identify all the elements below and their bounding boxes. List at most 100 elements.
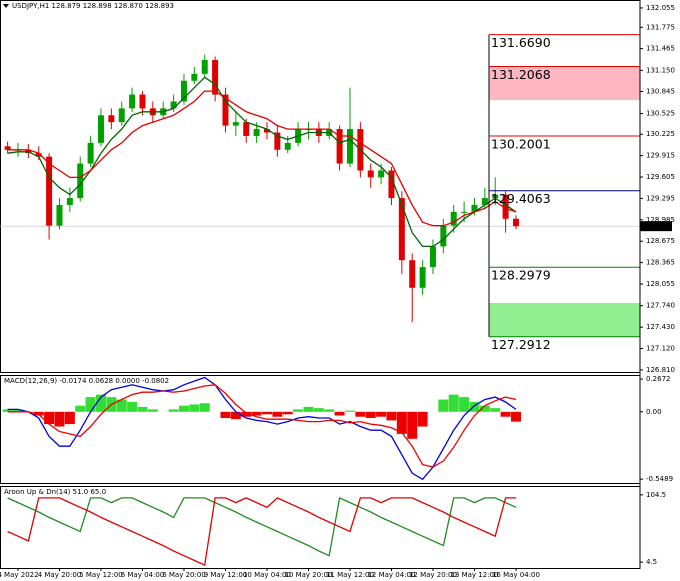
y-tick-label: 130.845: [646, 87, 675, 95]
histogram-bar: [500, 411, 511, 417]
panel-title: MACD(12,26,9) -0.0174 0.0628 0.0000 -0.0…: [4, 377, 169, 385]
indicator-line: [7, 497, 516, 567]
level-label: 131.6690: [491, 35, 551, 50]
candle-body: [409, 260, 416, 288]
candle-body: [77, 163, 84, 199]
histogram-bar: [334, 411, 345, 416]
histogram-bar: [241, 411, 252, 417]
y-tick-label: 130.525: [646, 110, 675, 118]
histogram-bar: [230, 411, 241, 420]
panel-title: Aroon Up & Dn(14) 51.0 65.0: [4, 488, 106, 496]
candle-body: [139, 94, 146, 109]
histogram-bar: [386, 411, 397, 421]
x-tick-label: 10 May 04:00: [243, 571, 291, 579]
histogram-bar: [469, 402, 480, 412]
candle-body: [87, 142, 94, 164]
histogram-bar: [127, 402, 138, 412]
y-tick-label: 128.365: [646, 259, 675, 267]
candle-body: [512, 218, 519, 227]
candle-body: [388, 170, 395, 199]
x-tick-label: 13 May 12:00: [450, 571, 498, 579]
histogram-bar: [344, 410, 355, 412]
candle-body: [222, 94, 229, 126]
candle-body: [4, 146, 11, 150]
x-tick-label: 16 May 04:00: [492, 571, 540, 579]
histogram-bar: [490, 408, 501, 412]
histogram-bar: [459, 397, 470, 412]
candle-body: [46, 156, 53, 226]
indicator-line: [7, 496, 517, 557]
candle-body: [461, 211, 468, 213]
histogram-bar: [293, 409, 304, 412]
candle-body: [284, 142, 291, 150]
candle-body: [253, 129, 260, 136]
y-tick-label: 127.120: [646, 345, 675, 353]
last-price-label: 128.893: [643, 222, 672, 230]
histogram-bar: [2, 409, 13, 412]
candle-body: [129, 94, 136, 109]
candle-body: [118, 108, 125, 123]
histogram-bar: [116, 399, 127, 412]
candle-body: [481, 198, 488, 205]
level-label: 129.4063: [491, 191, 551, 206]
y-tick-label: 4.5: [646, 558, 657, 566]
histogram-bar: [355, 411, 366, 417]
candle-body: [346, 129, 353, 164]
candle-body: [492, 194, 499, 199]
x-tick-label: 6 May 20:00: [162, 571, 206, 579]
histogram-bar: [303, 406, 314, 412]
histogram-bar: [376, 411, 387, 417]
y-tick-label: 126.810: [646, 366, 675, 374]
level-label: 127.2912: [491, 337, 551, 352]
level-label: 130.2001: [491, 136, 551, 151]
y-tick-label: 129.605: [646, 173, 675, 181]
histogram-bar: [12, 409, 23, 412]
indicator-line: [7, 376, 517, 481]
level-label: 128.2979: [491, 268, 551, 283]
candle-body: [212, 60, 219, 95]
x-tick-label: 4 May 20:00: [38, 571, 82, 579]
y-tick-label: 129.915: [646, 152, 675, 160]
candle-body: [471, 204, 478, 212]
histogram-bar: [448, 394, 459, 412]
candle-body: [66, 198, 73, 205]
histogram-bar: [137, 406, 148, 412]
y-tick-label: 127.430: [646, 323, 675, 331]
histogram-bar: [407, 411, 418, 439]
x-tick-label: 4 May 2022: [0, 571, 39, 579]
histogram-bar: [178, 405, 189, 412]
histogram-bar: [220, 411, 231, 418]
y-tick-label: 132.055: [646, 4, 675, 12]
candle-body: [274, 132, 281, 150]
candle-body: [502, 194, 509, 219]
candle-body: [191, 73, 198, 81]
candle-body: [201, 60, 208, 74]
histogram-bar: [313, 408, 324, 412]
zone: [489, 302, 640, 337]
histogram-bar: [261, 411, 272, 415]
histogram-bar: [199, 403, 210, 412]
indicator-line: [7, 384, 517, 468]
x-tick-label: 5 May 12:00: [79, 571, 123, 579]
y-tick-label: 0.2672: [646, 375, 671, 383]
candle-body: [450, 211, 457, 226]
candle-body: [243, 122, 250, 136]
histogram-bar: [44, 411, 55, 425]
y-tick-label: 131.150: [646, 66, 675, 74]
histogram-bar: [417, 411, 428, 427]
y-tick-label: 0.00: [646, 408, 662, 416]
candle-body: [108, 115, 115, 123]
histogram-bar: [54, 411, 65, 427]
y-tick-label: 130.225: [646, 130, 675, 138]
x-tick-label: 11 May 12:00: [326, 571, 374, 579]
x-tick-label: 6 May 04:00: [121, 571, 165, 579]
histogram-bar: [510, 411, 521, 422]
candle-body: [440, 225, 447, 247]
candle-body: [232, 122, 239, 126]
candle-body: [419, 267, 426, 288]
histogram-bar: [147, 409, 158, 412]
panel-title: USDJPY,H1 128.879 128.898 128.870 128.89…: [12, 2, 174, 10]
x-tick-label: 9 May 12:00: [204, 571, 248, 579]
y-tick-label: 131.775: [646, 23, 675, 31]
